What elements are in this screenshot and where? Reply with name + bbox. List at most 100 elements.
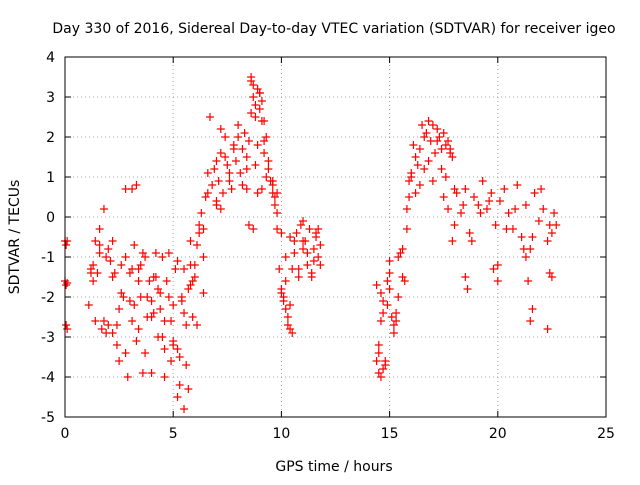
data-point [216,205,225,213]
data-point [316,261,325,269]
data-point [286,301,295,309]
data-point [446,145,455,153]
data-point [435,133,444,141]
data-point [441,141,450,149]
data-point [182,361,191,369]
data-point [249,81,258,89]
data-point [283,321,292,329]
data-point [156,305,165,313]
data-point [493,277,502,285]
data-point [147,313,156,321]
data-point [104,245,113,253]
data-point [231,157,240,165]
data-point [95,241,104,249]
data-point [290,237,299,245]
data-point [502,225,511,233]
data-point [402,205,411,213]
grid [65,57,606,417]
data-point [102,329,111,337]
data-point [463,285,472,293]
data-point [244,221,253,229]
data-point [407,169,416,177]
data-point [180,405,189,413]
data-point [186,281,195,289]
data-point [221,133,230,141]
data-point [389,321,398,329]
data-point [121,349,130,357]
data-point [154,285,163,293]
data-point [247,77,256,85]
data-point [238,181,247,189]
data-point [491,221,500,229]
data-point [547,273,556,281]
data-point [251,161,260,169]
data-point [104,321,113,329]
data-point [474,201,483,209]
data-point [312,229,321,237]
data-point [84,301,93,309]
data-point [141,349,150,357]
data-point [253,85,262,93]
data-point [441,173,450,181]
data-point [106,257,115,265]
data-point [270,193,279,201]
data-point [405,177,414,185]
data-point [292,229,301,237]
data-point [234,121,243,129]
data-point [428,177,437,185]
data-point [169,301,178,309]
data-point [93,269,102,277]
y-axis-label: SDTVAR / TECUs [7,180,23,295]
data-point [264,165,273,173]
data-point [288,329,297,337]
data-point [545,221,554,229]
data-point [225,177,234,185]
data-point [212,157,221,165]
data-point [173,393,182,401]
data-point [223,161,232,169]
data-point [268,189,277,197]
data-point [275,265,284,273]
data-point [188,277,197,285]
data-point [132,181,141,189]
data-point [528,233,537,241]
data-point [257,185,266,193]
data-point [415,145,424,153]
data-point [400,277,409,285]
data-point [461,185,470,193]
data-point [372,281,381,289]
data-point [240,129,249,137]
plot-frame [64,56,607,418]
y-tick-label: -1 [41,250,55,266]
data-point [376,289,385,297]
data-point [255,105,264,113]
data-point [253,189,262,197]
x-tick-label: 0 [61,426,70,442]
data-point [128,317,137,325]
data-point [309,245,318,253]
data-point [511,205,520,213]
data-point [177,293,186,301]
data-point [409,141,418,149]
data-point [433,137,442,145]
data-point [147,369,156,377]
data-point [277,229,286,237]
data-point [495,197,504,205]
data-point [112,321,121,329]
data-point [201,193,210,201]
data-point [411,153,420,161]
data-point [234,133,243,141]
data-point [545,269,554,277]
data-point [186,237,195,245]
data-point [130,301,139,309]
data-point [193,321,202,329]
data-point [439,193,448,201]
data-point [305,225,314,233]
data-point [136,261,145,269]
data-point [171,265,180,273]
data-point [164,293,173,301]
data-point [195,229,204,237]
data-point [422,129,431,137]
